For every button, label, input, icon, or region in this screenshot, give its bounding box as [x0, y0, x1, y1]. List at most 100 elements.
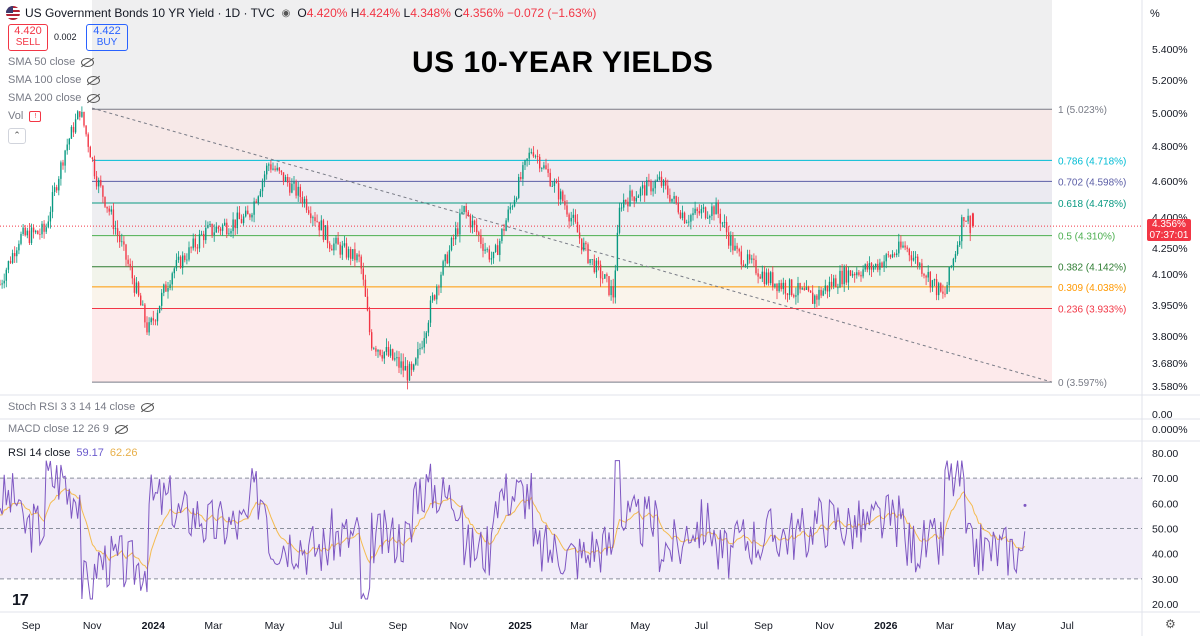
- candle-body: [20, 234, 22, 244]
- candle-body: [434, 295, 436, 300]
- candle-body: [772, 272, 774, 287]
- candle-body: [956, 245, 959, 255]
- hidden-eye-icon[interactable]: [114, 424, 128, 434]
- candle-body: [969, 215, 971, 234]
- hidden-eye-icon[interactable]: [141, 402, 155, 412]
- buy-button[interactable]: 4.422 BUY: [86, 24, 128, 51]
- sma50-legend[interactable]: SMA 50 close: [8, 56, 95, 68]
- candle-body: [431, 295, 434, 301]
- candle-body: [87, 134, 89, 147]
- volume-alert-icon[interactable]: !: [29, 110, 42, 122]
- candle-body: [585, 242, 587, 245]
- candle-body: [694, 208, 696, 214]
- volume-legend[interactable]: Vol !: [8, 110, 42, 122]
- candle-body: [469, 215, 472, 228]
- candle-body: [186, 259, 188, 261]
- candle-body: [797, 283, 799, 296]
- candle-body: [654, 181, 656, 189]
- time-axis-tick: Jul: [329, 620, 342, 632]
- candle-body: [146, 322, 148, 333]
- candle-body: [933, 279, 936, 281]
- candle-body: [755, 260, 757, 274]
- candle-body: [486, 249, 488, 251]
- candle-body: [455, 228, 457, 240]
- candle-body: [917, 256, 919, 266]
- time-axis-tick: 2025: [508, 620, 532, 632]
- candle-body: [549, 172, 551, 187]
- fib-level-label-0.236: 0.236 (3.933%): [1058, 305, 1126, 316]
- candle-body: [572, 214, 574, 218]
- candle-body: [404, 365, 406, 371]
- candle-body: [352, 249, 354, 259]
- candle-body: [927, 272, 929, 278]
- settings-gear-icon[interactable]: ⚙: [1165, 617, 1176, 631]
- candle-body: [238, 212, 241, 220]
- candle-body: [272, 168, 274, 170]
- chart-header: US Government Bonds 10 YR Yield · 1D · T…: [6, 4, 596, 22]
- candle-body: [938, 283, 940, 296]
- candle-body: [627, 201, 629, 207]
- hidden-eye-icon[interactable]: [81, 57, 95, 67]
- candle-body: [749, 254, 751, 260]
- collapse-legend-icon[interactable]: ⌃: [8, 128, 26, 144]
- candle-body: [39, 234, 41, 235]
- candle-body: [16, 250, 18, 257]
- candle-body: [702, 207, 705, 209]
- candle-body: [402, 361, 404, 371]
- candle-body: [110, 209, 112, 212]
- candle-body: [318, 221, 320, 231]
- hidden-eye-icon[interactable]: [87, 75, 101, 85]
- candle-body: [245, 210, 247, 217]
- sma100-legend[interactable]: SMA 100 close: [8, 74, 101, 86]
- candle-body: [870, 263, 873, 270]
- candle-body: [734, 245, 736, 251]
- candle-body: [921, 263, 923, 274]
- candle-body: [410, 363, 413, 370]
- price-axis-tick: 3.800%: [1152, 331, 1188, 343]
- last-price-tag[interactable]: 4.356% 07:37:01: [1147, 219, 1191, 241]
- trend-line: [91, 107, 1053, 383]
- candle-body: [824, 285, 826, 291]
- time-axis-tick: 2024: [142, 620, 166, 632]
- candle-body: [814, 295, 816, 304]
- macd-legend[interactable]: MACD close 12 26 9: [8, 423, 128, 435]
- candle-body: [255, 201, 257, 203]
- rsi-last-point: [1023, 503, 1027, 507]
- bar-countdown: 07:37:01: [1149, 230, 1189, 241]
- candle-body: [660, 176, 663, 186]
- rsi-legend[interactable]: RSI 14 close 59.17 62.26: [8, 447, 137, 459]
- candle-body: [816, 295, 818, 300]
- candle-body: [795, 295, 797, 297]
- sell-button[interactable]: 4.420 SELL: [8, 24, 48, 51]
- candle-body: [196, 247, 199, 249]
- candle-body: [240, 219, 243, 224]
- candle-body: [102, 185, 104, 197]
- candle-body: [830, 281, 833, 287]
- candle-body: [253, 201, 255, 215]
- candle-body: [305, 198, 308, 211]
- candle-body: [413, 364, 415, 370]
- candle-body: [656, 179, 658, 182]
- candle-body: [476, 224, 478, 233]
- candle-body: [30, 227, 33, 244]
- candle-body: [576, 221, 579, 233]
- sma200-legend[interactable]: SMA 200 close: [8, 92, 101, 104]
- candle-body: [104, 196, 106, 207]
- hidden-eye-icon[interactable]: [87, 93, 101, 103]
- candle-body: [820, 289, 822, 296]
- candle-body: [43, 223, 45, 232]
- eye-icon[interactable]: ◉: [281, 7, 291, 19]
- candle-body: [291, 183, 293, 193]
- candle-body: [53, 187, 56, 193]
- symbol-title[interactable]: US Government Bonds 10 YR Yield · 1D · T…: [25, 6, 275, 20]
- candle-body: [967, 215, 969, 222]
- time-axis-tick: May: [265, 620, 286, 632]
- candle-body: [866, 264, 868, 270]
- candle-body: [192, 238, 194, 249]
- candle-body: [740, 251, 742, 265]
- candle-body: [646, 180, 648, 196]
- time-axis-tick: Mar: [570, 620, 589, 632]
- stoch-rsi-legend[interactable]: Stoch RSI 3 3 14 14 close: [8, 401, 155, 413]
- candle-body: [704, 207, 707, 218]
